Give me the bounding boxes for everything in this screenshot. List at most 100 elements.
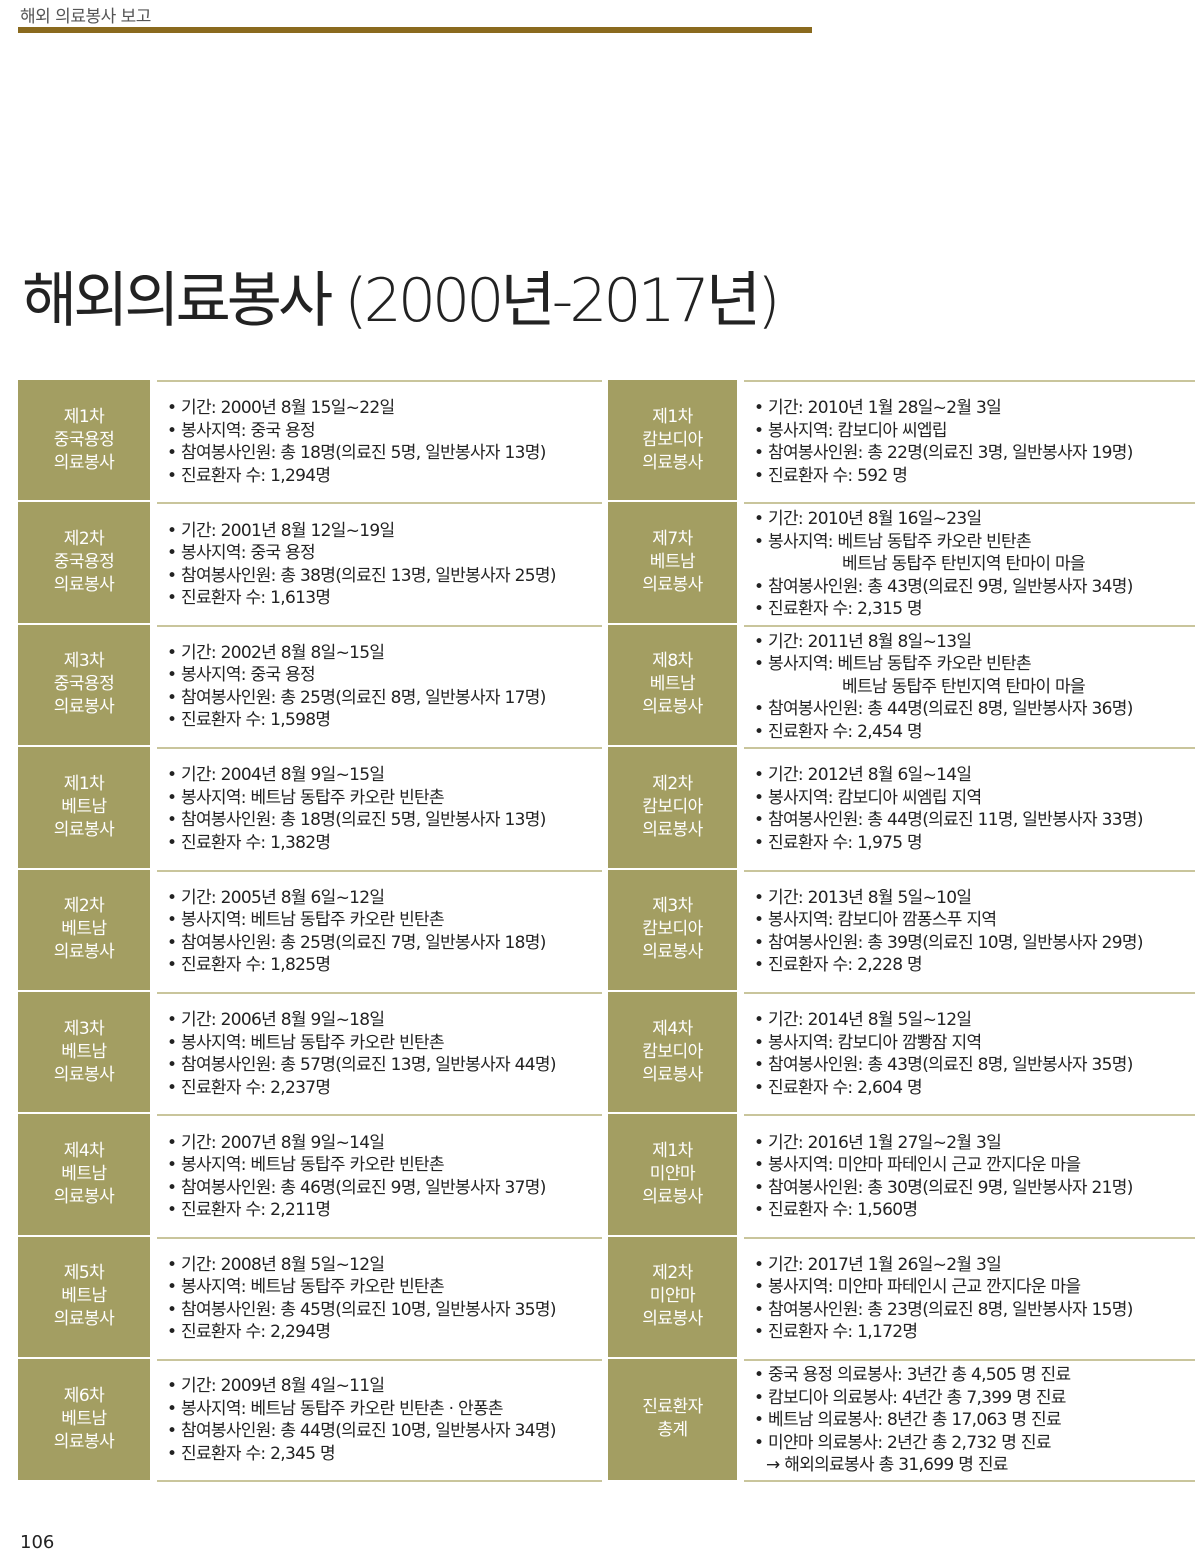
detail-line: 기간: 2016년 1월 27일~2월 3일: [754, 1132, 1195, 1155]
mission-row: 제2차베트남의료봉사기간: 2005년 8월 6일~12일봉사지역: 베트남 동…: [18, 869, 602, 992]
mission-label-line: 의료봉사: [642, 697, 703, 718]
mission-label-line: 베트남: [61, 1408, 107, 1429]
detail-line: 봉사지역: 베트남 동탑주 카오란 빈탄촌: [167, 787, 602, 810]
detail-line: 기간: 2010년 1월 28일~2월 3일: [754, 397, 1195, 420]
left-column-table: 제1차중국용정의료봉사기간: 2000년 8월 15일~22일봉사지역: 중국 …: [18, 380, 602, 1482]
detail-line: 기간: 2005년 8월 6일~12일: [167, 887, 602, 910]
detail-line: 중국 용정 의료봉사: 3년간 총 4,505 명 진료: [754, 1364, 1195, 1387]
mission-label-line: 캄보디아: [642, 919, 703, 940]
mission-row: 제1차중국용정의료봉사기간: 2000년 8월 15일~22일봉사지역: 중국 …: [18, 380, 602, 503]
mission-label-line: 제6차: [63, 1385, 105, 1406]
mission-label-line: 캄보디아: [642, 429, 703, 450]
detail-line: 진료환자 수: 2,294명: [167, 1321, 602, 1344]
mission-row: 제2차캄보디아의료봉사기간: 2012년 8월 6일~14일봉사지역: 캄보디아…: [608, 747, 1195, 870]
mission-details: 기간: 2011년 8월 8일~13일봉사지역: 베트남 동탑주 카오란 빈탄촌…: [744, 624, 1195, 747]
mission-label-line: 베트남: [649, 674, 696, 695]
detail-line: 기간: 2013년 8월 5일~10일: [754, 887, 1195, 910]
mission-details: 기간: 2006년 8월 9일~18일봉사지역: 베트남 동탑주 카오란 빈탄촌…: [157, 991, 602, 1114]
mission-label-line: 총계: [657, 1420, 688, 1441]
mission-label: 제2차 미얀마 의료봉사: [608, 1236, 737, 1360]
mission-label: 제3차 캄보디아 의료봉사: [608, 869, 737, 992]
mission-label-line: 제4차: [63, 1141, 105, 1162]
mission-label-line: 제1차: [63, 406, 105, 427]
mission-label-line: 중국용정: [53, 552, 115, 573]
mission-label-line: 제4차: [652, 1018, 693, 1039]
page-title: 해외의료봉사 (2000년-2017년): [22, 266, 781, 336]
mission-label: 제1차 베트남 의료봉사: [18, 747, 150, 870]
mission-label: 제1차 캄보디아 의료봉사: [608, 380, 737, 503]
mission-row: 제1차베트남의료봉사기간: 2004년 8월 9일~15일봉사지역: 베트남 동…: [18, 747, 602, 870]
mission-label-line: 의료봉사: [642, 942, 703, 963]
mission-details: 기간: 2005년 8월 6일~12일봉사지역: 베트남 동탑주 카오란 빈탄촌…: [157, 869, 602, 992]
detail-line: 봉사지역: 중국 용정: [167, 664, 602, 687]
detail-line: → 해외의료봉사 총 31,699 명 진료: [766, 1455, 1008, 1476]
mission-label: 제2차 베트남 의료봉사: [18, 869, 150, 992]
detail-line: 기간: 2008년 8월 5일~12일: [167, 1254, 602, 1277]
mission-label-line: 제2차: [652, 773, 693, 794]
detail-line: 미얀마 의료봉사: 2년간 총 2,732 명 진료: [754, 1432, 1195, 1455]
detail-line: 기간: 2001년 8월 12일~19일: [167, 520, 602, 543]
detail-line: 진료환자 수: 2,211명: [167, 1199, 602, 1222]
detail-line: 봉사지역: 베트남 동탑주 카오란 빈탄촌: [167, 1154, 602, 1177]
header-rule: [18, 27, 812, 33]
detail-line: 기간: 2000년 8월 15일~22일: [167, 397, 602, 420]
detail-line: 진료환자 수: 2,237명: [167, 1077, 602, 1100]
mission-row: 제4차베트남의료봉사기간: 2007년 8월 9일~14일봉사지역: 베트남 동…: [18, 1114, 602, 1237]
detail-line: 진료환자 수: 2,315 명: [754, 598, 1195, 621]
detail-line: 진료환자 수: 1,560명: [754, 1199, 1195, 1222]
detail-line: 참여봉사인원: 총 18명(의료진 5명, 일반봉사자 13명): [167, 809, 602, 832]
detail-line: 진료환자 수: 2,604 명: [754, 1077, 1195, 1100]
mission-label-line: 제7차: [652, 529, 693, 550]
detail-line: 참여봉사인원: 총 30명(의료진 9명, 일반봉사자 21명): [754, 1177, 1195, 1200]
detail-line: 봉사지역: 미얀마 파테인시 근교 깐지다운 마을: [754, 1276, 1195, 1299]
mission-label: 제2차 캄보디아 의료봉사: [608, 747, 737, 870]
detail-line: 봉사지역: 캄보디아 씨엠립 지역: [754, 787, 1195, 810]
mission-label-line: 제5차: [63, 1263, 105, 1284]
mission-label-line: 의료봉사: [53, 942, 115, 963]
detail-line: 베트남 동탑주 탄빈지역 탄마이 마을: [842, 554, 1086, 575]
mission-row: 진료환자총계중국 용정 의료봉사: 3년간 총 4,505 명 진료캄보디아 의…: [608, 1359, 1195, 1482]
mission-label-line: 베트남: [61, 796, 107, 817]
mission-label-line: 제1차: [652, 1141, 693, 1162]
mission-details: 중국 용정 의료봉사: 3년간 총 4,505 명 진료캄보디아 의료봉사: 4…: [744, 1359, 1195, 1482]
detail-line: 봉사지역: 중국 용정: [167, 420, 602, 443]
mission-label-line: 베트남: [61, 919, 107, 940]
mission-label-line: 제3차: [63, 651, 105, 672]
detail-line: 기간: 2007년 8월 9일~14일: [167, 1132, 602, 1155]
mission-label-line: 의료봉사: [642, 1064, 703, 1085]
mission-label: 제3차 중국용정 의료봉사: [18, 624, 150, 748]
detail-line: 기간: 2002년 8월 8일~15일: [167, 642, 602, 665]
detail-line: 진료환자 수: 1,382명: [167, 832, 602, 855]
mission-row: 제3차캄보디아의료봉사기간: 2013년 8월 5일~10일봉사지역: 캄보디아…: [608, 869, 1195, 992]
detail-line: 진료환자 수: 1,294명: [167, 465, 602, 488]
detail-line: 봉사지역: 베트남 동탑주 카오란 빈탄촌 · 안퐁촌: [167, 1398, 602, 1421]
detail-line: 진료환자 수: 2,454 명: [754, 721, 1195, 744]
mission-label: 제1차 미얀마 의료봉사: [608, 1114, 737, 1237]
mission-row: 제6차베트남의료봉사기간: 2009년 8월 4일~11일봉사지역: 베트남 동…: [18, 1359, 602, 1482]
detail-line: 참여봉사인원: 총 45명(의료진 10명, 일반봉사자 35명): [167, 1299, 602, 1322]
mission-details: 기간: 2017년 1월 26일~2월 3일봉사지역: 미얀마 파테인시 근교 …: [744, 1236, 1195, 1359]
mission-label-line: 의료봉사: [53, 697, 115, 718]
mission-label-line: 제8차: [652, 651, 693, 672]
mission-label: 제3차 베트남 의료봉사: [18, 991, 150, 1115]
detail-line: 진료환자 수: 1,825명: [167, 954, 602, 977]
mission-label: 제8차 베트남 의료봉사: [608, 624, 737, 748]
mission-label-line: 제3차: [652, 896, 693, 917]
detail-line: 봉사지역: 캄보디아 씨엡립: [754, 420, 1195, 443]
detail-line: 봉사지역: 베트남 동탑주 카오란 빈탄촌: [167, 1032, 602, 1055]
mission-label-line: 의료봉사: [642, 452, 703, 473]
detail-line: 진료환자 수: 1,613명: [167, 587, 602, 610]
mission-details: 기간: 2013년 8월 5일~10일봉사지역: 캄보디아 깜퐁스푸 지역참여봉…: [744, 869, 1195, 992]
mission-details: 기간: 2014년 8월 5일~12일봉사지역: 캄보디아 깜뽱잠 지역참여봉사…: [744, 991, 1195, 1114]
mission-label: 진료환자 총계: [608, 1359, 737, 1482]
mission-details: 기간: 2004년 8월 9일~15일봉사지역: 베트남 동탑주 카오란 빈탄촌…: [157, 747, 602, 869]
detail-line: 참여봉사인원: 총 38명(의료진 13명, 일반봉사자 25명): [167, 565, 602, 588]
running-header: 해외 의료봉사 보고: [20, 7, 151, 27]
detail-line: 기간: 2010년 8월 16일~23일: [754, 508, 1195, 531]
detail-line: 참여봉사인원: 총 57명(의료진 13명, 일반봉사자 44명): [167, 1054, 602, 1077]
detail-line: 캄보디아 의료봉사: 4년간 총 7,399 명 진료: [754, 1387, 1195, 1410]
page-number: 106: [20, 1532, 55, 1553]
detail-line: 봉사지역: 베트남 동탑주 카오란 빈탄촌: [754, 531, 1195, 554]
detail-line: 베트남 동탑주 탄빈지역 탄마이 마을: [842, 676, 1086, 697]
